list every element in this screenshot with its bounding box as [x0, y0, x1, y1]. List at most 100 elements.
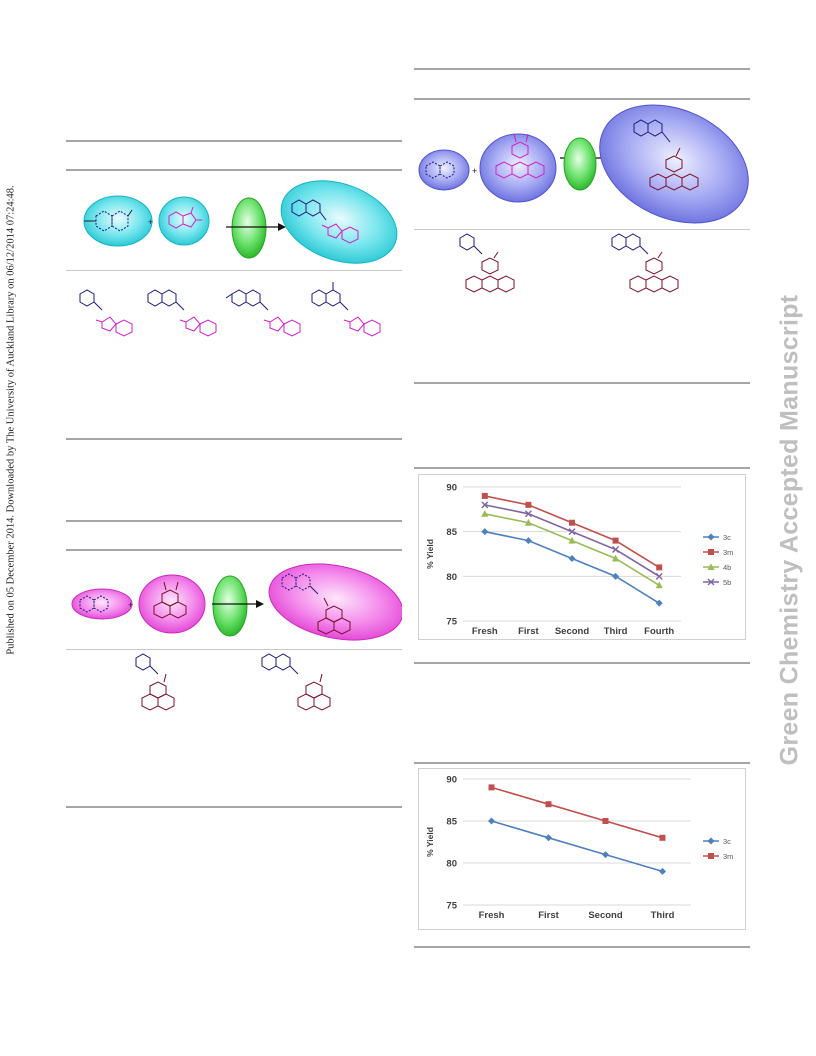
reaction-scheme-2: + [71, 563, 402, 641]
reactant-ellipse-azaarene [418, 149, 470, 191]
acenaphthenequinone-structure [153, 581, 187, 619]
table1-products [79, 282, 381, 337]
legend-label: 5b [723, 578, 731, 587]
data-point-3m [488, 784, 495, 791]
data-point-3c [602, 851, 609, 859]
x-tick-label: Fresh [472, 626, 498, 637]
x-tick-label: Third [651, 910, 675, 921]
y-tick-label: 75 [446, 901, 457, 912]
product-structure-1 [291, 199, 359, 244]
table1-header-rule [66, 169, 402, 171]
chart2-svg: 75 80 85 90 % Yield Fresh First Second Third 3c 3m [425, 775, 733, 922]
legend-label: 4b [723, 563, 731, 572]
product-structure-pyridine-acenaphthenone [135, 653, 175, 711]
data-point-5b [568, 528, 576, 536]
data-point-5b [481, 501, 489, 509]
product-ellipse [268, 563, 402, 641]
table3-divider [414, 229, 750, 230]
data-point-3c [612, 572, 620, 580]
y-tick-label: 90 [446, 775, 457, 786]
product-structure-methylquinoline [225, 289, 301, 337]
product-structure-quinoline-aceanthrenone [611, 233, 679, 293]
reactant-ellipse-aceanthrenequinone [479, 133, 557, 203]
y-tick-label: 85 [446, 817, 457, 828]
series-line-3m [491, 786, 663, 839]
table3-products [459, 233, 679, 293]
x-tick-label: Fourth [644, 626, 674, 637]
table1-top-rule [66, 140, 402, 142]
data-point-3m [656, 564, 663, 571]
catalyst-drop [563, 137, 597, 191]
recycling-chart-2: 75 80 85 90 % Yield Fresh First Second Third 3c 3m [418, 768, 746, 930]
indandione-structure [168, 206, 202, 229]
y-axis-label: % Yield [425, 827, 435, 857]
legend-marker-4b [707, 563, 715, 570]
legend-label: 3c [723, 533, 731, 542]
data-point-3m [545, 801, 552, 808]
data-point-4b [568, 536, 576, 544]
y-axis-label: % Yield [425, 539, 435, 569]
legend-label: 3m [723, 548, 733, 557]
product-structure-pyridine [79, 289, 133, 337]
data-point-5b [612, 546, 620, 554]
data-point-4b [655, 581, 663, 589]
data-point-3m [612, 537, 619, 544]
legend-marker-3m [708, 549, 714, 555]
product-structure-pyridine-aceanthrenone [459, 233, 515, 293]
y-tick-label: 90 [446, 483, 457, 494]
product-structure-2 [281, 573, 351, 635]
azaarene-structure [425, 161, 455, 179]
side-note-text: Published on 05 December 2014. Downloade… [5, 185, 17, 655]
azaarene-structure [79, 595, 109, 613]
table2-header-rule [66, 549, 402, 551]
plus-sign: + [472, 166, 477, 176]
x-tick-label: Second [588, 910, 623, 921]
table3-top-rule [414, 68, 750, 70]
data-point-5b [655, 572, 663, 580]
data-point-4b [612, 554, 620, 562]
data-point-4b [524, 518, 532, 526]
product-structure-quinoline-acenaphthenone [261, 653, 331, 711]
x-tick-label: First [538, 910, 559, 921]
watermark-text: Green Chemistry Accepted Manuscript [775, 294, 804, 766]
table2-top-rule [66, 520, 402, 522]
catalyst-drop [212, 575, 248, 637]
legend-label: 3m [723, 852, 733, 861]
table1-divider [66, 270, 402, 271]
y-tick-label: 75 [446, 617, 457, 628]
data-point-3m [569, 519, 575, 526]
x-tick-label: Second [555, 626, 590, 637]
data-point-3m [659, 834, 666, 841]
figure2-bottom-rule [414, 946, 750, 948]
data-point-5b [524, 510, 532, 518]
product-structure-quinoline [147, 289, 217, 337]
data-point-3m [602, 818, 609, 824]
figure1-bottom-rule [414, 662, 750, 664]
data-point-3m [481, 492, 488, 499]
data-point-3m [525, 501, 532, 508]
legend-marker-3c [707, 837, 715, 845]
legend-label: 3c [723, 837, 731, 846]
catalyst-drop [231, 197, 267, 259]
data-point-4b [481, 510, 489, 517]
y-tick-label: 80 [446, 859, 457, 870]
product-structure-lepidine [311, 282, 381, 337]
recycling-chart-1: 75 80 85 90 % Yield Fresh First Second Third Four… [418, 474, 746, 640]
data-point-3c [659, 867, 666, 875]
y-tick-label: 85 [446, 527, 457, 538]
table2-products [135, 653, 331, 711]
product-ellipse [280, 180, 398, 264]
product-ellipse [599, 104, 749, 224]
reactant-ellipse-indandione [158, 196, 210, 246]
chart1-svg: 75 80 85 90 % Yield Fresh First Second Third Four… [425, 483, 733, 638]
data-point-3c [655, 599, 663, 607]
reaction-scheme-3: + [418, 104, 749, 224]
aceanthrenequinone-structure [495, 133, 545, 179]
x-tick-label: First [518, 626, 539, 637]
side-provenance-note: Published on 05 December 2014. Downloade… [2, 180, 20, 660]
accepted-manuscript-watermark: Green Chemistry Accepted Manuscript [760, 180, 816, 880]
legend-marker-5b [707, 578, 715, 586]
reactant-ellipse-azaarene [71, 588, 133, 620]
legend-marker-3c [707, 533, 715, 541]
product-structure-3 [633, 119, 699, 191]
